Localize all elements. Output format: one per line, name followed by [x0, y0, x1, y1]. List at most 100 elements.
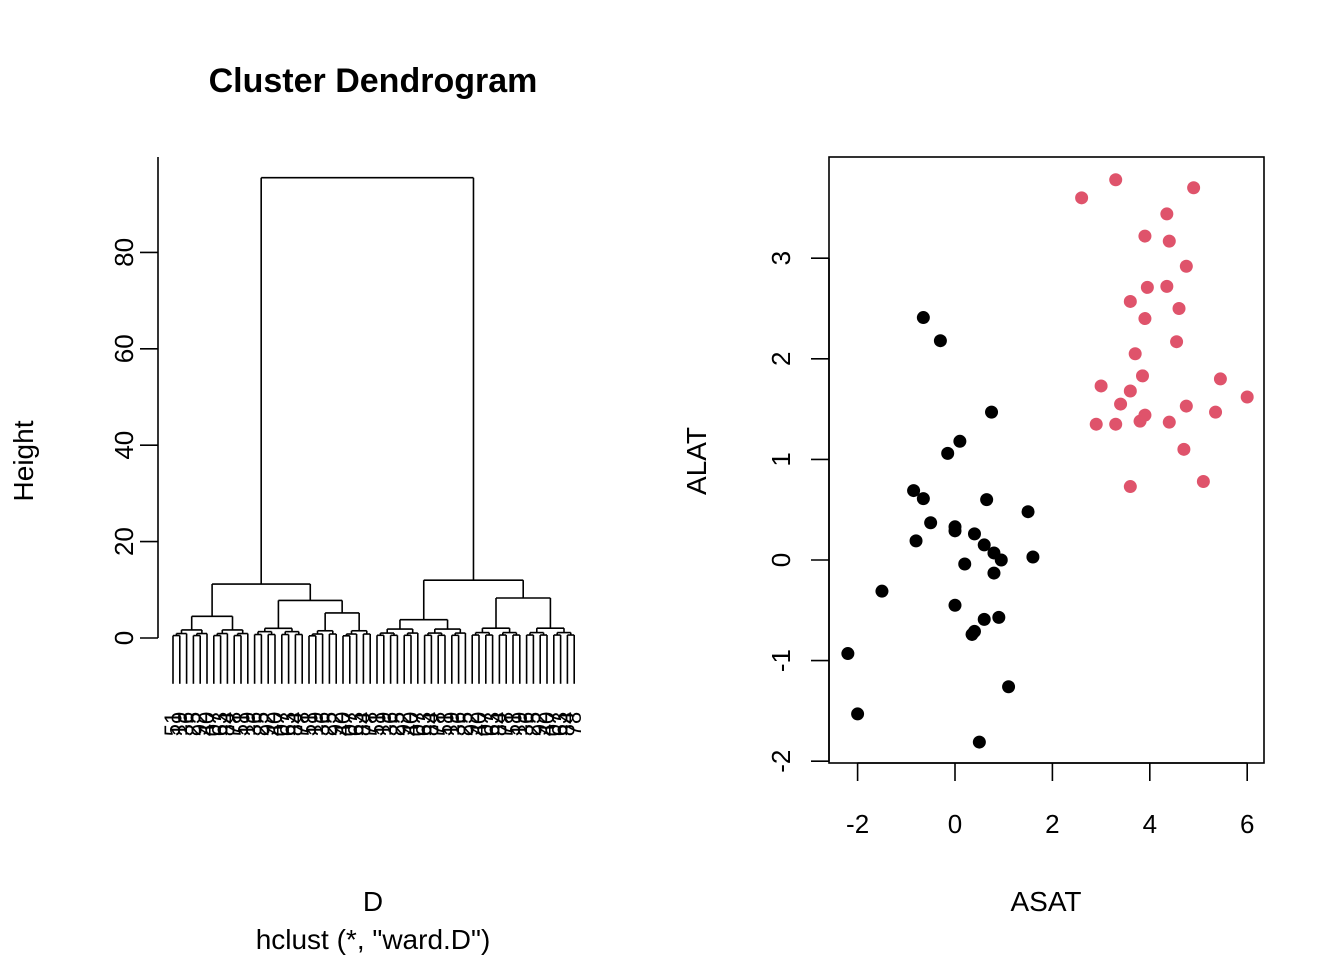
scatter-point-cluster2	[1089, 417, 1103, 431]
dendrogram-leaf-label: 19	[235, 712, 260, 736]
dendrogram-leaf-label: 36	[310, 712, 335, 736]
dendrogram-y-tick-label: 0	[109, 631, 139, 645]
dendrogram-leaf-label: 63	[208, 712, 233, 736]
dendrogram-leaf-label: 07	[541, 712, 566, 736]
scatter-x-tick-label: 4	[1143, 809, 1157, 839]
dendrogram-leaf-label: 84	[282, 712, 307, 736]
dendrogram-leaf-labels: 5119362592400763847851193625924007638478…	[160, 712, 586, 736]
scatter-point-cluster2	[1179, 399, 1193, 413]
scatter-point-cluster1	[972, 735, 986, 749]
dendrogram-leaf-label: 40	[262, 712, 287, 736]
dendrogram-leaf-label: 92	[459, 712, 484, 736]
dendrogram-leaf-label: 36	[174, 712, 199, 736]
scatter-x-tick-label: 6	[1240, 809, 1254, 839]
scatter-point-cluster1	[977, 612, 991, 626]
scatter-point-cluster2	[1240, 390, 1254, 404]
scatter-point-cluster2	[1109, 173, 1123, 187]
dendrogram-leaf-label: 25	[452, 712, 477, 736]
scatter-point-cluster2	[1138, 312, 1152, 326]
scatter-point-cluster2	[1209, 405, 1223, 419]
scatter-point-cluster2	[1135, 369, 1149, 383]
scatter-point-cluster2	[1123, 480, 1137, 494]
scatter-point-cluster1	[916, 492, 930, 506]
scatter-point-cluster2	[1170, 335, 1184, 349]
scatter-axes: -2 0 2 4 6 -2 -1 0 1 2 3	[766, 251, 1254, 839]
dendrogram-leaf-label: 92	[391, 712, 416, 736]
scatter-x-tick-label: 2	[1045, 809, 1059, 839]
dendrogram-leaf-label: 84	[554, 712, 579, 736]
scatter-point-cluster2	[1162, 234, 1176, 248]
dendrogram-leaf-label: 25	[520, 712, 545, 736]
dendrogram-y-label: Height	[8, 420, 39, 501]
dendrogram-leaf-label: 84	[486, 712, 511, 736]
scatter-point-cluster2	[1123, 384, 1137, 398]
dendrogram-leaf-label: 19	[371, 712, 396, 736]
scatter-point-cluster1	[992, 610, 1006, 624]
dendrogram-leaf-label: 40	[194, 712, 219, 736]
scatter-point-cluster1	[958, 557, 972, 571]
scatter-x-tick-label: -2	[846, 809, 869, 839]
scatter-point-cluster2	[1075, 191, 1089, 205]
scatter-point-cluster1	[907, 484, 921, 498]
dendrogram-x-label: D	[363, 886, 383, 917]
scatter-point-cluster2	[1094, 379, 1108, 393]
scatter-plot-frame	[828, 156, 1265, 764]
dendrogram-leaf-label: 63	[412, 712, 437, 736]
scatter-y-label: ALAT	[681, 427, 712, 495]
scatter-point-cluster2	[1213, 372, 1227, 386]
scatter-y-tick-label: 1	[766, 452, 796, 466]
scatter-point-cluster2	[1187, 181, 1201, 195]
scatter-point-cluster1	[909, 534, 923, 548]
dendrogram-leaf-label: 36	[514, 712, 539, 736]
dendrogram-title: Cluster Dendrogram	[209, 62, 538, 100]
scatter-y-tick-label: -2	[766, 750, 796, 773]
dendrogram-leaf-label: 07	[337, 712, 362, 736]
dendrogram-leaf-label: 92	[255, 712, 280, 736]
scatter-point-cluster1	[980, 493, 994, 507]
scatter-point-cluster1	[1021, 505, 1035, 519]
scatter-point-cluster2	[1109, 417, 1123, 431]
dendrogram-leaf-label: 36	[242, 712, 267, 736]
dendrogram-leaf-label: 36	[378, 712, 403, 736]
dendrogram-leaf-label: 19	[439, 712, 464, 736]
dendrogram-panel: Cluster Dendrogram Height D hclust (*, "…	[8, 62, 586, 955]
dendrogram-leaf-label: 19	[507, 712, 532, 736]
dendrogram-leaf-label: 07	[269, 712, 294, 736]
dendrogram-leaf-label: 92	[323, 712, 348, 736]
dendrogram-leaf-label: 63	[548, 712, 573, 736]
scatter-point-cluster2	[1172, 302, 1186, 315]
dendrogram-y-axis: 0 20 40 60 80	[109, 157, 159, 645]
scatter-points	[841, 173, 1254, 749]
dendrogram-leaf-label: 25	[384, 712, 409, 736]
dendrogram-leaf-label: 78	[221, 712, 246, 736]
dendrogram-leaf-label: 40	[466, 712, 491, 736]
dendrogram-leaf-label: 78	[561, 712, 586, 736]
scatter-point-cluster2	[1160, 207, 1174, 221]
scatter-point-cluster2	[1138, 408, 1152, 422]
scatter-point-cluster2	[1123, 294, 1137, 308]
scatter-point-cluster1	[948, 524, 962, 538]
scatter-x-label: ASAT	[1010, 886, 1081, 917]
dendrogram-leaf-label: 36	[446, 712, 471, 736]
scatter-point-cluster2	[1162, 415, 1176, 429]
dendrogram-leaf-label: 40	[330, 712, 355, 736]
dendrogram-leaf-label: 40	[398, 712, 423, 736]
dendrogram-leaf-label: 51	[296, 712, 321, 736]
dendrogram-branches	[172, 176, 576, 684]
dendrogram-leaf-label: 78	[493, 712, 518, 736]
scatter-panel: ASAT ALAT -2 0 2 4 6 -2 -1 0 1 2 3	[681, 156, 1265, 917]
scatter-y-tick-label: -1	[766, 649, 796, 672]
dendrogram-leaf-label: 25	[180, 712, 205, 736]
dendrogram-leaf-label: 78	[425, 712, 450, 736]
scatter-point-cluster1	[1026, 550, 1040, 564]
scatter-y-tick-label: 3	[766, 251, 796, 265]
dendrogram-y-tick-label: 80	[109, 238, 139, 267]
dendrogram-leaf-label: 19	[303, 712, 328, 736]
scatter-x-tick-label: 0	[948, 809, 962, 839]
dendrogram-method-label: hclust (*, "ward.D")	[256, 924, 491, 955]
dendrogram-leaf-label: 19	[167, 712, 192, 736]
dendrogram-y-tick-label: 20	[109, 527, 139, 556]
scatter-point-cluster2	[1160, 279, 1174, 293]
scatter-point-cluster1	[985, 405, 999, 419]
dendrogram-leaf-label: 84	[418, 712, 443, 736]
